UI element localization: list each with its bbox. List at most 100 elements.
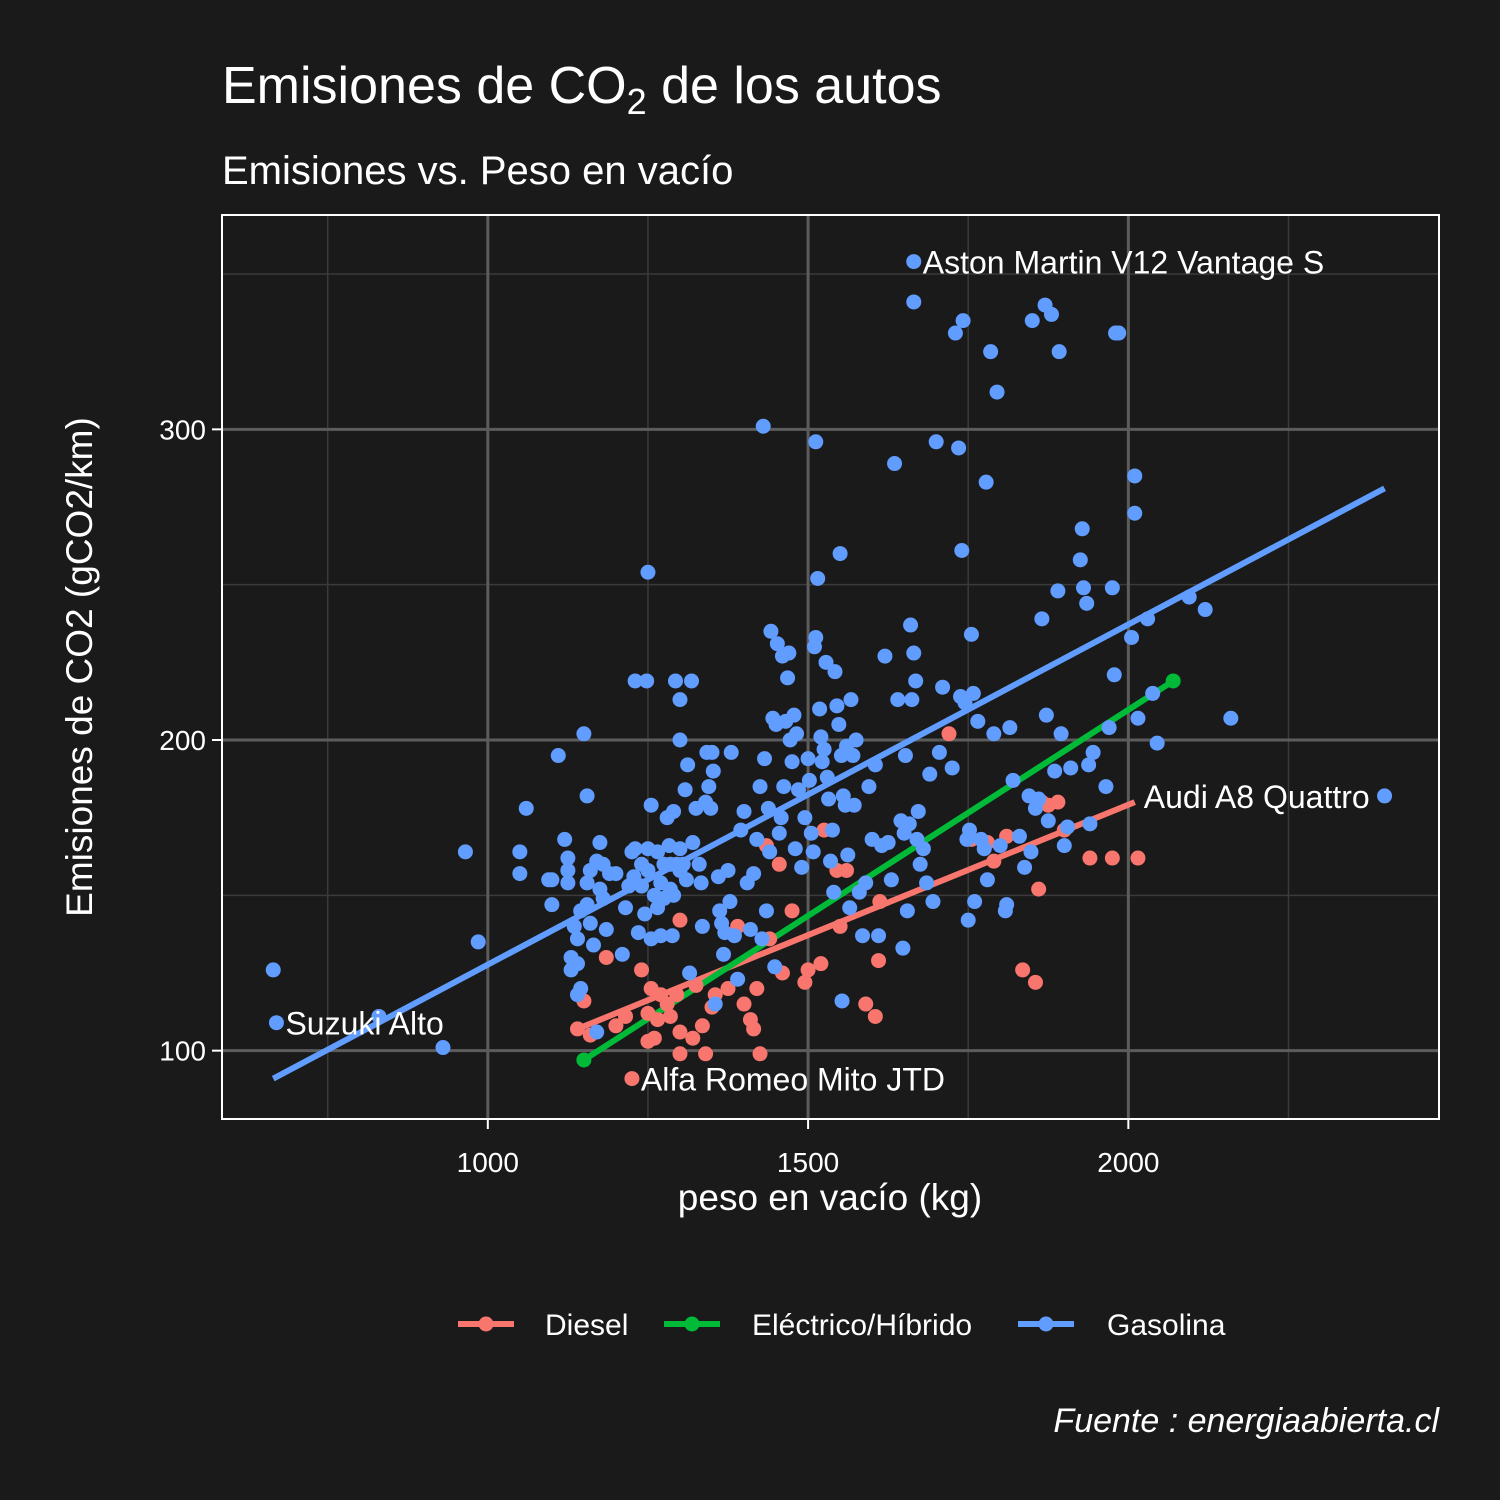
data-point-gasolina — [955, 313, 971, 329]
data-point-gasolina — [848, 732, 864, 748]
data-point-gasolina — [1023, 844, 1039, 860]
data-point-gasolina — [805, 844, 821, 860]
data-point-electrico-hibrido — [1165, 673, 1181, 689]
data-point-gasolina — [784, 754, 800, 770]
data-point-gasolina — [880, 835, 896, 851]
data-point-gasolina — [983, 344, 999, 360]
data-point-gasolina — [1223, 710, 1239, 726]
point-label: Alfa Romeo Mito JTD — [641, 1062, 945, 1098]
data-point-gasolina — [963, 626, 979, 642]
point-label: Suzuki Alto — [285, 1006, 443, 1042]
data-point-gasolina — [906, 294, 922, 310]
data-point-gasolina — [560, 850, 576, 866]
data-point-gasolina — [716, 946, 732, 962]
data-point-diesel — [672, 1046, 688, 1062]
data-point-gasolina — [1056, 838, 1072, 854]
data-point-gasolina — [512, 866, 528, 882]
data-point-gasolina — [1002, 720, 1018, 736]
data-point-diesel — [618, 1008, 634, 1024]
data-point-diesel — [839, 862, 855, 878]
data-point-gasolina — [961, 822, 977, 838]
data-point-gasolina — [970, 713, 986, 729]
data-point-diesel — [771, 856, 787, 872]
data-point-gasolina — [720, 862, 736, 878]
data-point-gasolina — [986, 726, 1002, 742]
data-point-gasolina — [819, 769, 835, 785]
data-point-diesel — [746, 1021, 762, 1037]
data-point-gasolina — [1031, 791, 1047, 807]
data-point-diesel — [694, 1018, 710, 1034]
data-point-gasolina — [595, 890, 611, 906]
data-point-gasolina — [755, 418, 771, 434]
data-point-gasolina — [976, 841, 992, 857]
data-point-diesel — [813, 956, 829, 972]
legend-label-diesel: Diesel — [545, 1309, 628, 1342]
data-point-diesel — [1031, 881, 1047, 897]
data-point-gasolina — [1076, 580, 1092, 596]
data-point-gasolina — [685, 835, 701, 851]
data-point-gasolina — [608, 866, 624, 882]
data-point-gasolina — [1053, 726, 1069, 742]
data-point-gasolina — [640, 564, 656, 580]
data-point-gasolina — [733, 822, 749, 838]
data-point-gasolina — [944, 760, 960, 776]
data-point-gasolina — [780, 670, 796, 686]
data-point-diesel — [872, 894, 888, 910]
data-point-gasolina — [992, 838, 1008, 854]
data-point-gasolina — [762, 844, 778, 860]
data-point-gasolina — [824, 822, 840, 838]
chart-title-subscript: 2 — [627, 81, 647, 122]
data-point-gasolina — [666, 803, 682, 819]
data-point-gasolina — [726, 928, 742, 944]
y-tick-label: 100 — [159, 1036, 206, 1067]
data-point-diesel — [858, 996, 874, 1012]
data-point-diesel — [720, 981, 736, 997]
chart-title-post: de los autos — [647, 57, 942, 115]
data-point-gasolina — [618, 900, 634, 916]
plot-border — [221, 214, 1440, 1120]
data-point-gasolina — [579, 788, 595, 804]
data-point-gasolina — [947, 325, 963, 341]
data-point-gasolina — [573, 981, 589, 997]
data-point-diesel — [688, 977, 704, 993]
data-point-diesel — [662, 1008, 678, 1024]
data-point-gasolina — [704, 744, 720, 760]
data-point-gasolina — [832, 546, 848, 562]
data-point-gasolina — [637, 906, 653, 922]
data-point-gasolina — [650, 844, 666, 860]
data-point-gasolina — [808, 434, 824, 450]
chart-title-pre: Emisiones de CO — [222, 57, 627, 115]
data-point-gasolina — [928, 434, 944, 450]
data-point-gasolina — [1034, 611, 1050, 627]
data-point-gasolina — [845, 748, 861, 764]
legend-label-gasolina: Gasolina — [1107, 1309, 1226, 1342]
legend-key-point-diesel — [478, 1316, 494, 1332]
point-label: Audi A8 Quattro — [1144, 779, 1370, 815]
data-point-gasolina — [544, 872, 560, 888]
data-point-gasolina — [1079, 595, 1095, 611]
data-point-gasolina — [827, 664, 843, 680]
point-annotations: Aston Martin V12 Vantage S Audi A8 Quattr… — [285, 245, 1369, 1098]
data-point-gasolina — [1081, 757, 1097, 773]
data-point-gasolina — [560, 875, 576, 891]
data-point-gasolina — [752, 779, 768, 795]
data-point-gasolina — [812, 701, 828, 717]
data-point-gasolina — [730, 971, 746, 987]
data-point-diesel — [867, 1008, 883, 1024]
data-point-diesel — [672, 912, 688, 928]
data-point-gasolina — [518, 800, 534, 816]
data-point-gasolina — [550, 748, 566, 764]
data-point-diesel — [800, 962, 816, 978]
data-point-electrico-hibrido — [576, 1052, 592, 1068]
data-point-gasolina — [667, 673, 683, 689]
data-point-gasolina — [897, 748, 913, 764]
data-point-gasolina — [842, 900, 858, 916]
data-point-gasolina — [435, 1040, 451, 1056]
y-axis-title: Emisiones de CO2 (gCO2/km) — [59, 417, 100, 917]
data-point-gasolina — [589, 1024, 605, 1040]
data-point-gasolina — [1127, 468, 1143, 484]
data-point-gasolina — [265, 962, 281, 978]
y-tick-label: 300 — [159, 414, 206, 445]
data-point-gasolina — [1127, 505, 1143, 521]
